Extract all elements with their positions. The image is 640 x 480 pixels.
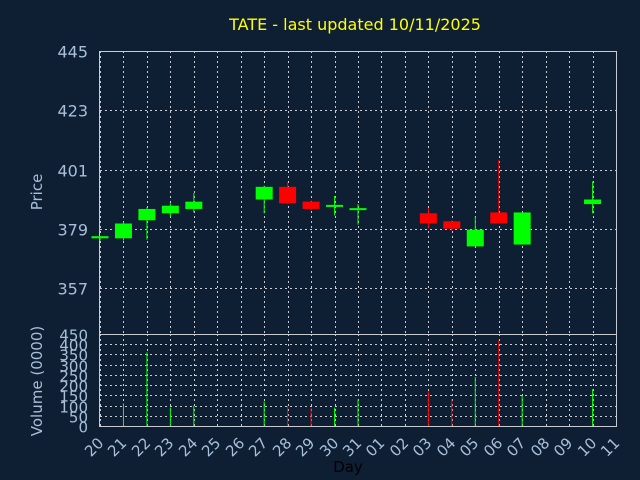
volume-panel-frame <box>99 334 617 427</box>
volume-tick-label: 0 <box>78 419 88 437</box>
volume-tick-label: 250 <box>59 368 88 386</box>
x-tick-label: 05 <box>456 434 482 460</box>
volume-bar <box>427 391 429 426</box>
candles <box>91 160 602 247</box>
volume-bar <box>169 407 171 426</box>
volume-tick-label: 450 <box>59 327 88 345</box>
volume-tick-label: 350 <box>59 347 88 365</box>
x-axis-label: Day <box>333 458 363 476</box>
candle-body <box>185 201 203 209</box>
volume-tick-label: 100 <box>59 399 88 417</box>
volume-tick-label: 150 <box>59 388 88 406</box>
x-axis: 2021222324252627282930310102030405060708… <box>81 434 623 460</box>
volume-bar <box>357 399 359 426</box>
candle-body <box>584 199 602 205</box>
volume-bar <box>310 407 312 426</box>
candle-body <box>302 201 320 209</box>
x-tick-label: 09 <box>550 434 576 460</box>
volume-bars <box>122 340 594 426</box>
volume-bar <box>193 405 195 426</box>
candle-body <box>443 221 461 229</box>
volume-axis-label: Volume (0000) <box>28 326 46 436</box>
x-tick-label: 29 <box>292 434 318 460</box>
x-tick-label: 25 <box>198 434 224 460</box>
x-tick-label: 01 <box>362 434 388 460</box>
volume-bar <box>451 399 453 426</box>
x-tick-label: 11 <box>597 434 623 460</box>
chart-title: TATE - last updated 10/11/2025 <box>228 15 481 34</box>
volume-bar <box>498 340 500 426</box>
price-tick-label: 357 <box>57 280 88 299</box>
price-tick-label: 445 <box>57 43 88 62</box>
volume-bar <box>287 405 289 426</box>
candle-body <box>513 212 531 245</box>
x-tick-label: 27 <box>245 434 271 460</box>
candle-body <box>419 213 437 224</box>
candle-body <box>326 204 344 207</box>
candle-body <box>114 223 132 239</box>
candle-body <box>490 212 508 224</box>
volume-bar <box>592 389 594 426</box>
candle-body <box>255 186 273 200</box>
x-tick-label: 07 <box>503 434 529 460</box>
x-tick-label: 21 <box>104 434 130 460</box>
volume-bar <box>521 395 523 426</box>
candle-body <box>279 186 297 204</box>
candle-body <box>91 236 109 239</box>
price-axis: 445 423 401 379 357 <box>57 43 88 299</box>
price-grid <box>100 51 617 334</box>
candle-body <box>138 208 156 221</box>
candle-body <box>161 205 179 214</box>
candle-body <box>349 208 367 211</box>
price-axis-label: Price <box>28 174 46 211</box>
price-tick-label: 401 <box>57 162 88 181</box>
candle-body <box>466 229 484 247</box>
x-tick-label: 03 <box>409 434 435 460</box>
volume-bar <box>146 352 148 426</box>
volume-bar <box>263 401 265 426</box>
volume-grid <box>100 334 617 427</box>
x-tick-label: 23 <box>151 434 177 460</box>
volume-bar <box>334 407 336 426</box>
price-tick-label: 379 <box>57 221 88 240</box>
volume-tick-label: 400 <box>59 337 88 355</box>
volume-tick-label: 300 <box>59 358 88 376</box>
volume-bar <box>122 403 124 426</box>
volume-bar <box>474 376 476 426</box>
volume-tick-label: 200 <box>59 378 88 396</box>
volume-tick-label: 50 <box>69 409 88 427</box>
price-tick-label: 423 <box>57 102 88 121</box>
